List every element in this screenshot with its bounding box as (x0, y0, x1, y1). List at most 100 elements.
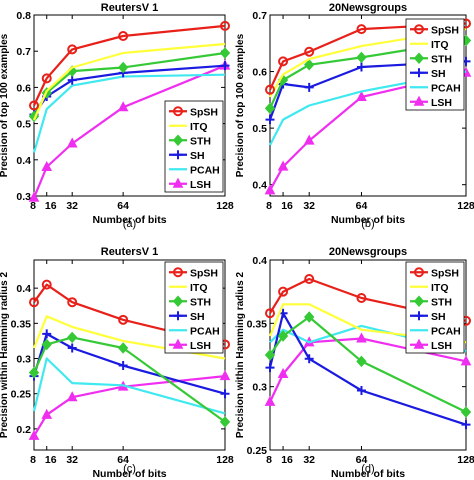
legend-label: ITQ (190, 282, 208, 294)
x-tick-label: 32 (303, 200, 315, 212)
x-tick-label: 64 (356, 200, 368, 212)
legend-item: SH (169, 311, 205, 323)
data-point (67, 75, 77, 85)
legend-label: ITQ (431, 39, 449, 51)
data-point (29, 297, 39, 308)
series-SpSH (265, 274, 471, 326)
legend-label: STH (431, 53, 452, 65)
legend-item: PCAH (169, 325, 220, 337)
legend-label: STH (190, 135, 211, 147)
y-tick-label: 0.25 (247, 445, 268, 457)
data-point (66, 391, 78, 402)
x-tick-label: 16 (45, 454, 57, 466)
legend-item: SH (410, 311, 446, 323)
y-axis-label: Precision of top 100 examples (235, 33, 246, 177)
data-point (41, 338, 52, 351)
data-point (413, 338, 425, 349)
data-point (41, 408, 53, 419)
series-line (32, 315, 226, 360)
data-point (172, 177, 184, 188)
legend-label: SpSH (431, 24, 459, 36)
data-point (28, 191, 40, 202)
y-tick-label: 0.2 (16, 424, 31, 436)
legend-item: PCAH (410, 82, 461, 94)
y-tick-label: 0.8 (16, 10, 31, 22)
y-tick-label: 0.7 (252, 10, 267, 22)
legend-label: SH (190, 150, 205, 162)
x-axis-label: Number of bits (92, 468, 166, 480)
y-axis-label: Precision within Hamming radius 2 (0, 271, 10, 438)
legend-label: LSH (190, 340, 211, 352)
x-tick-label: 32 (66, 200, 78, 212)
legend-item: PCAH (169, 164, 220, 176)
data-point (66, 137, 78, 148)
x-tick-label: 8 (266, 454, 272, 466)
y-tick-label: 0.4 (252, 255, 267, 267)
series-line (33, 24, 226, 106)
data-point (356, 24, 367, 35)
y-tick-label: 0.6 (252, 67, 267, 79)
legend-label: PCAH (431, 325, 461, 337)
x-tick-label: 128 (216, 200, 234, 212)
y-tick-label: 0.7 (16, 46, 31, 58)
series-line (32, 357, 226, 415)
series-PCAH (269, 70, 467, 146)
data-point (413, 295, 425, 307)
series-STH (28, 331, 231, 428)
y-tick-label: 0.6 (16, 82, 31, 94)
data-point (264, 349, 276, 361)
chart-title: 20Newsgroups (329, 2, 407, 14)
data-point (220, 20, 230, 31)
data-point (265, 308, 275, 319)
data-point (220, 61, 230, 71)
y-axis-label: Precision within Hamming radius 2 (235, 271, 246, 438)
data-point (67, 44, 78, 55)
series-STH (264, 311, 472, 418)
legend-box (164, 261, 224, 354)
data-point (304, 311, 315, 323)
data-point (67, 331, 78, 344)
data-point (219, 47, 231, 59)
chart-title: ReutersV 1 (101, 2, 158, 14)
x-tick-label: 16 (281, 454, 293, 466)
data-point (117, 101, 129, 112)
legend-box (405, 18, 465, 111)
series-ITQ (268, 303, 467, 344)
panel-label: (d) (361, 463, 374, 475)
data-point (117, 342, 129, 354)
data-point (173, 311, 183, 321)
y-tick-label: 0.3 (252, 382, 267, 394)
legend-item: ITQ (410, 39, 449, 51)
legend-label: PCAH (431, 82, 461, 94)
series-line (269, 70, 467, 146)
legend-label: PCAH (190, 164, 220, 176)
data-point (460, 406, 472, 418)
y-tick-label: 0.3 (16, 191, 31, 203)
data-point (219, 370, 231, 381)
data-point (356, 62, 366, 72)
data-point (414, 311, 424, 321)
data-point (278, 56, 289, 67)
x-axis-label: Number of bits (331, 468, 405, 480)
data-point (173, 150, 183, 160)
legend-item: ITQ (169, 121, 208, 133)
series-line (269, 28, 467, 98)
data-point (219, 416, 231, 428)
legend-label: SpSH (190, 267, 218, 279)
legend-label: STH (190, 296, 211, 308)
data-point (172, 295, 184, 307)
legend-item: SpSH (169, 267, 218, 279)
series-SpSH (29, 20, 230, 111)
series-SpSH (29, 279, 230, 350)
series-ITQ (269, 28, 467, 98)
data-point (265, 363, 275, 373)
legend: SpSH ITQ STH SH PCAH LSH (405, 18, 465, 111)
series-line (269, 22, 467, 91)
data-point (277, 367, 289, 378)
legend-item: SpSH (410, 24, 459, 36)
panel-label: (a) (123, 218, 136, 230)
legend-label: SH (190, 311, 205, 323)
legend-box (405, 261, 465, 354)
legend: SpSH ITQ STH SH PCAH LSH (164, 261, 224, 354)
series-PCAH (32, 357, 226, 415)
